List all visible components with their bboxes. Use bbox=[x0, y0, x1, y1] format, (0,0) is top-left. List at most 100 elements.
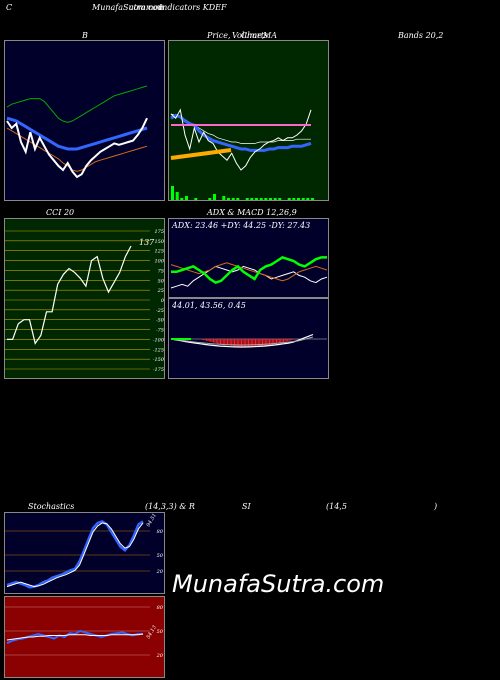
macd-histogram-bar bbox=[241, 339, 242, 347]
macd-histogram-bar bbox=[276, 339, 277, 344]
charts-overlap-label: Charts bbox=[241, 31, 269, 40]
stoch-d-line bbox=[6, 522, 144, 588]
volume-bar bbox=[208, 198, 212, 200]
adx-panel: ADX: 23.46 +DY: 44.25 -DY: 27.43 bbox=[168, 218, 329, 298]
macd-histogram-bar bbox=[280, 339, 282, 343]
macd-histogram-bar bbox=[252, 339, 254, 347]
macd-histogram-bar bbox=[224, 339, 226, 345]
minus-di-line bbox=[170, 262, 328, 282]
macd-histogram-bar bbox=[283, 339, 284, 343]
rsi-label: SI bbox=[242, 502, 251, 511]
macd-histogram-bar bbox=[215, 339, 217, 344]
rsi-tick-label: 20 bbox=[156, 653, 164, 659]
stoch-panel: 80 50 20 94.51 bbox=[4, 512, 165, 594]
macd-svg bbox=[170, 333, 327, 348]
macd-histogram-bar bbox=[232, 339, 234, 347]
volume-bar bbox=[222, 196, 226, 200]
macd-histogram-bar bbox=[250, 339, 252, 347]
rsi-tick-label: 50 bbox=[157, 629, 164, 635]
bollinger-lower-line bbox=[6, 127, 148, 172]
volume-bar bbox=[185, 196, 188, 200]
stoch-k-line bbox=[6, 520, 144, 589]
rsi-ma-line bbox=[6, 633, 144, 641]
macd-histogram-bar bbox=[292, 339, 294, 340]
macd-histogram-bar bbox=[207, 339, 209, 342]
macd-histogram-bar bbox=[231, 339, 233, 346]
volume-bar bbox=[306, 198, 310, 200]
macd-histogram-bar bbox=[273, 339, 275, 345]
macd-histogram-bar bbox=[217, 339, 219, 344]
macd-histogram-bar bbox=[257, 339, 259, 347]
cci-tick-label: 50 bbox=[158, 278, 165, 284]
macd-histogram-bar bbox=[264, 339, 266, 346]
stoch-value-label: 94.51 bbox=[146, 513, 158, 528]
volume-bar bbox=[227, 198, 230, 200]
macd-histogram-bar bbox=[229, 339, 231, 346]
volume-bar bbox=[213, 194, 216, 200]
macd-histogram-bar bbox=[256, 339, 258, 347]
macd-histogram-bar bbox=[278, 339, 280, 344]
macd-histogram-bar bbox=[262, 339, 263, 347]
rsi-tick-label: 80 bbox=[157, 605, 164, 611]
ma-orange-line bbox=[170, 148, 232, 160]
header-left: C bbox=[6, 3, 13, 12]
macd-line bbox=[170, 333, 314, 348]
macd-histogram-bar bbox=[234, 339, 235, 347]
macd-histogram-bar bbox=[225, 339, 227, 346]
macd-histogram-bar bbox=[287, 339, 289, 342]
volume-bar bbox=[278, 198, 282, 200]
macd-histogram-bar bbox=[260, 339, 262, 347]
volume-bar bbox=[259, 198, 263, 200]
macd-histogram-bar bbox=[204, 339, 206, 341]
price-ma-svg bbox=[170, 108, 314, 200]
macd-histogram-bar bbox=[239, 339, 241, 347]
bollinger-panel bbox=[4, 40, 165, 201]
macd-histogram-bar bbox=[222, 339, 224, 345]
volume-bar bbox=[273, 198, 277, 200]
adx-label: ADX & MACD 12,26,9 bbox=[207, 208, 297, 217]
rsi-params: (14,5 bbox=[326, 502, 347, 511]
macd-histogram-bar bbox=[263, 339, 265, 346]
macd-histogram-bar bbox=[214, 339, 216, 343]
header-site: MunafaSutra.com bbox=[92, 3, 165, 12]
ma-label: MA bbox=[263, 31, 277, 40]
macd-histogram-bar bbox=[242, 339, 244, 347]
macd-histogram-bar bbox=[206, 339, 207, 341]
macd-histogram-bar bbox=[267, 339, 269, 346]
ma-line-short bbox=[170, 113, 312, 152]
bands-label: Bands 20,2 bbox=[398, 31, 444, 40]
macd-histogram-bar bbox=[285, 339, 287, 342]
volume-bar bbox=[236, 198, 240, 200]
macd-values: 44.01, 43.56, 0.45 bbox=[172, 301, 246, 310]
header-title: Indicators KDEF bbox=[159, 3, 227, 12]
volume-bar bbox=[175, 192, 179, 200]
macd-histogram-bar bbox=[238, 339, 240, 347]
cci-tick-label: 0 bbox=[161, 298, 165, 304]
cci-tick-label: 125 bbox=[154, 249, 164, 255]
macd-histogram-bar bbox=[243, 339, 245, 347]
plus-di-line bbox=[171, 256, 327, 284]
stoch-tick-label: 50 bbox=[157, 553, 164, 559]
volume-bar bbox=[301, 198, 305, 200]
cci-tick-label: 25 bbox=[157, 288, 164, 294]
cci-value-label: 137 bbox=[139, 238, 155, 247]
volume-bar bbox=[255, 198, 258, 200]
adx-line bbox=[170, 265, 328, 289]
cci-tick-label: -150 bbox=[153, 357, 165, 363]
macd-histogram-bar bbox=[284, 339, 286, 342]
volume-bar bbox=[311, 198, 314, 200]
cci-line bbox=[7, 245, 132, 345]
price-line bbox=[170, 108, 312, 171]
volume-bar bbox=[292, 198, 296, 200]
cci-tick-label: 150 bbox=[154, 239, 164, 245]
stoch-tick-label: 20 bbox=[156, 569, 164, 575]
cci-tick-label: 100 bbox=[154, 259, 164, 265]
cci-svg: 175 150 125 100 75 50 25 0 -25 -50 -75 -100 -125 -150… bbox=[5, 229, 165, 373]
macd-histogram-bar bbox=[246, 339, 248, 347]
rsi-panel: 80 50 20 54.13 bbox=[4, 596, 165, 678]
macd-histogram-bar bbox=[227, 339, 228, 346]
adx-svg bbox=[170, 256, 328, 289]
macd-histogram-bar bbox=[203, 339, 205, 341]
macd-histogram-bar bbox=[255, 339, 256, 347]
